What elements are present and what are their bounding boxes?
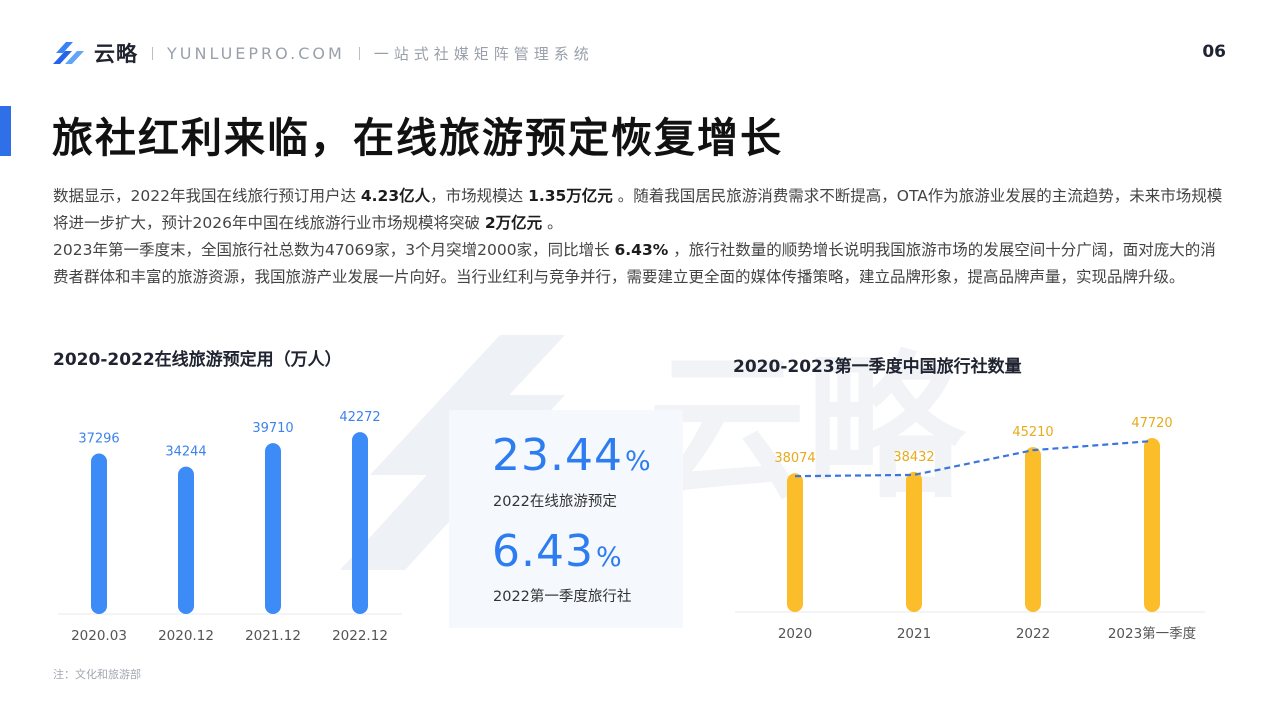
divider [358,46,360,60]
online-booking-bar-chart: 37296 2020.03 34244 2020.12 39710 2021.12 4227… [58,410,402,644]
data-label: 39710 [252,421,293,436]
stat-value-online-booking: 23.44% [492,430,652,481]
highlight-users: 4.23亿人 [360,187,431,205]
data-label: 42272 [339,410,380,425]
data-label: 45210 [1012,425,1053,440]
trend-line [794,439,1153,478]
bar-2023第一季度 [1144,438,1160,612]
logo-icon [53,42,84,64]
highlight-growth: 6.43% [614,241,669,259]
x-tick-label: 2021 [897,626,931,642]
x-tick-label: 2022 [1016,626,1050,642]
bar-2022 [1025,447,1041,612]
bar-2021 [906,471,922,612]
bar-2021.12 [265,443,281,614]
paragraph-1: 数据显示，2022年我国在线旅行预订用户达 4.23亿人，市场规模达 1.35万… [53,187,1223,232]
data-label: 37296 [78,432,119,447]
chart-1-title: 2020-2022在线旅游预定用（万人） [53,350,342,370]
title-accent-bar [0,106,11,156]
highlight-market-size: 1.35万亿元 [528,187,613,205]
x-tick-label: 2020.03 [71,628,127,644]
header: 云略 YUNLUEPRO.COM 一站式社媒矩阵管理系统 [52,38,594,68]
data-label: 38074 [774,451,815,466]
bar-2020.03 [91,453,107,614]
data-label: 38432 [893,450,934,465]
stat-label-online-booking: 2022在线旅游预定 [493,494,617,510]
paragraph-2: 2023年第一季度末，全国旅行社总数为47069家，3个月突增2000家，同比增… [53,241,1216,286]
x-tick-label: 2020 [778,626,812,642]
bar-2020.12 [178,466,194,614]
bar-2022.12 [352,432,368,614]
source-note: 注：文化和旅游部 [53,668,141,681]
slogan: 一站式社媒矩阵管理系统 [373,44,594,63]
brand-name: 云略 [94,42,138,66]
x-tick-label: 2020.12 [158,628,214,644]
site-url: YUNLUEPRO.COM [167,43,345,63]
data-label: 47720 [1131,416,1172,431]
page-number: 06 [1202,42,1226,62]
stat-value-travel-agency: 6.43% [492,526,623,577]
highlight-forecast: 2万亿元 [484,214,543,232]
bar-2020 [787,473,803,612]
x-tick-label: 2022.12 [332,628,388,644]
stat-label-travel-agency: 2022第一季度旅行社 [493,589,632,605]
data-label: 34244 [165,445,206,460]
x-tick-label: 2021.12 [245,628,301,644]
x-tick-label: 2023第一季度 [1108,625,1196,642]
stat-card: 23.44% 2022在线旅游预定 6.43% 2022第一季度旅行社 [449,410,683,628]
divider [152,46,153,60]
page-title: 旅社红利来临，在线旅游预定恢复增长 [52,114,783,162]
travel-agency-bar-chart: 38074 2020 38432 2021 45210 2022 47720 2023第一季度 [735,416,1205,642]
body-text: 数据显示，2022年我国在线旅行预订用户达 4.23亿人，市场规模达 1.35万… [53,183,1228,291]
chart-2-title: 2020-2023第一季度中国旅行社数量 [733,357,1022,377]
